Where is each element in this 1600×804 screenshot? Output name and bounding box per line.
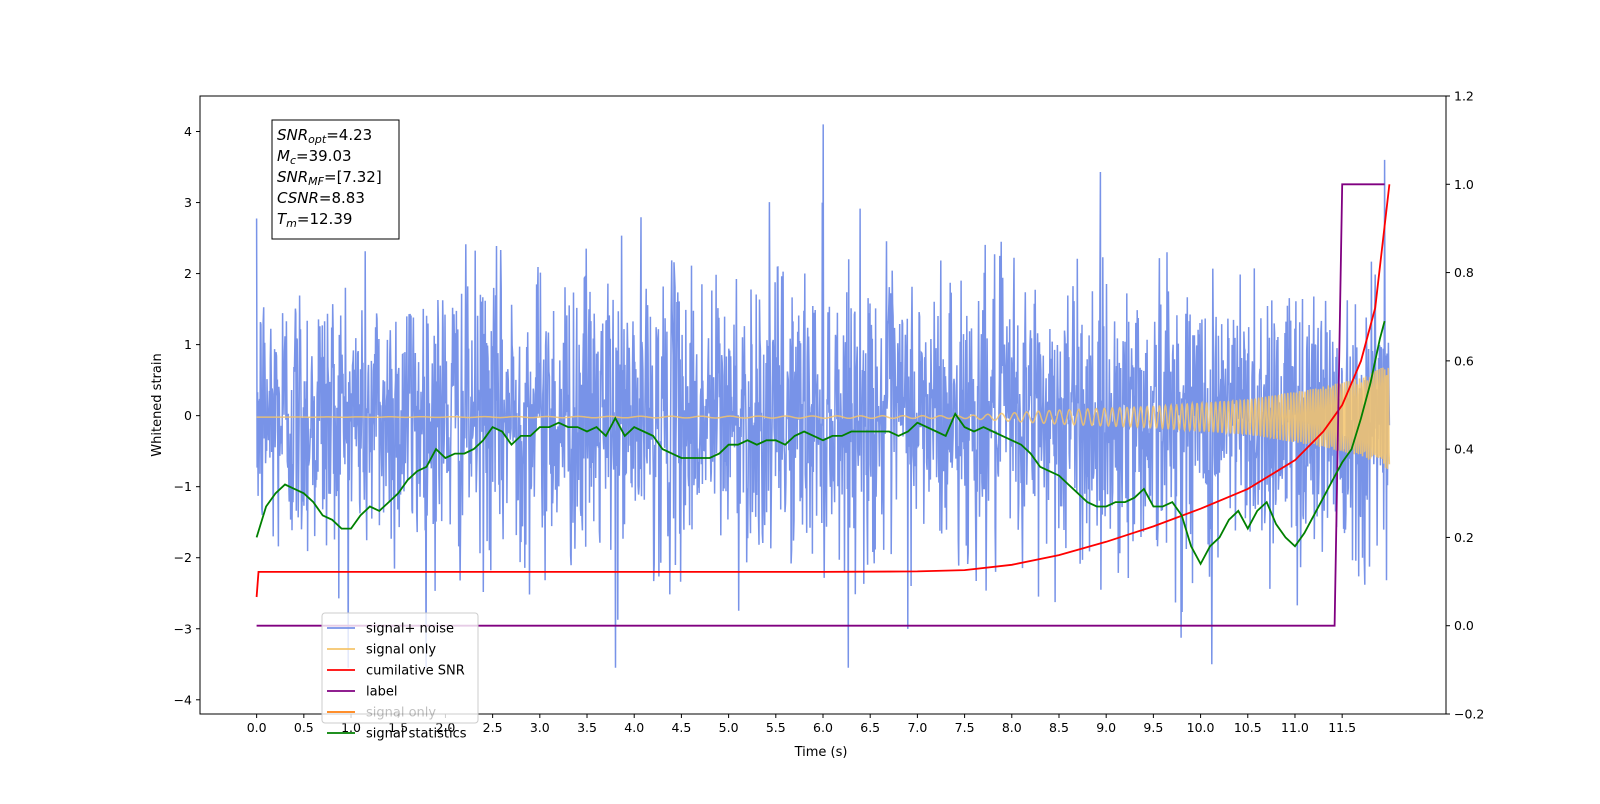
x-tick-label: 9.0 [1096,720,1116,735]
x-tick-label: 4.5 [671,720,691,735]
y2-tick-label: 1.2 [1454,89,1474,104]
legend-label: signal only [366,643,436,658]
legend-label: signal+ noise [366,622,454,637]
y-tick-label: 4 [184,124,192,139]
legend-label: signal statistics [366,727,467,742]
y2-tick-label: 0.6 [1454,353,1474,368]
y-tick-label: −1 [174,479,192,494]
series-signal-noise [255,124,1391,668]
x-tick-label: 6.0 [813,720,833,735]
x-tick-label: 1.0 [341,720,361,735]
info-line: Tm=12.39 [277,210,352,230]
y-axis-right: −0.2 0.0 0.2 0.4 0.6 0.8 1.0 1.2 [1446,89,1484,722]
y2-tick-label: −0.2 [1454,707,1484,722]
info-box: SNRopt=4.23Mc=39.03SNRMF=[7.32]CSNR=8.83… [271,119,400,240]
x-tick-label: 0.0 [247,720,267,735]
x-tick-label: 11.0 [1281,720,1309,735]
x-tick-label: 4.0 [624,720,644,735]
x-tick-label: 6.5 [860,720,880,735]
legend-label: cumilative SNR [366,664,465,679]
x-tick-label: 10.5 [1234,720,1262,735]
x-tick-label: 7.5 [955,720,975,735]
x-tick-label: 7.0 [907,720,927,735]
info-box-frame [271,119,400,240]
info-line: SNRMF=[7.32] [277,168,382,188]
x-axis: 0.0 0.5 1.0 1.5 2.0 2.5 3.0 3.5 4.0 4.5 5.0 5.5 6.0 6… [247,714,1356,735]
x-tick-label: 8.0 [1002,720,1022,735]
info-line: SNRopt=4.23 [277,126,372,146]
y-tick-label: −2 [174,550,192,565]
x-tick-label: 0.5 [294,720,314,735]
y2-tick-label: 0.8 [1454,265,1474,280]
info-line: CSNR=8.83 [277,189,365,207]
legend: signal+ noise signal only cumilative SNR la… [321,612,479,742]
legend-label: signal only [366,706,436,721]
x-axis-label: Time (s) [794,745,848,760]
series-signal-only [256,367,1391,470]
y-tick-label: −3 [174,621,192,636]
y-tick-label: −4 [174,692,192,707]
legend-label: label [366,685,397,700]
y-tick-label: 2 [184,266,192,281]
x-tick-label: 2.5 [483,720,503,735]
y2-tick-label: 1.0 [1454,177,1474,192]
series-label [256,183,1385,627]
y-axis-label: Whitened strain [150,353,165,456]
info-line: Mc=39.03 [277,147,352,167]
x-tick-label: 3.0 [530,720,550,735]
x-tick-label: 8.5 [1049,720,1069,735]
x-tick-label: 5.5 [766,720,786,735]
y2-tick-label: 0.2 [1454,530,1474,545]
x-tick-label: 9.5 [1143,720,1163,735]
x-tick-label: 3.5 [577,720,597,735]
x-tick-label: 5.0 [719,720,739,735]
series-cumilative-snr [255,184,1391,598]
x-tick-label: 10.0 [1187,720,1215,735]
x-tick-label: 2.0 [435,720,455,735]
x-tick-label: 1.5 [388,720,408,735]
plot-area [255,124,1391,668]
x-tick-label: 11.5 [1328,720,1356,735]
y2-tick-label: 0.4 [1454,442,1474,457]
y-axis-left: −4 −3 −2 −1 0 1 2 3 4 [174,124,200,707]
series-signal-statistics [255,320,1386,566]
y-tick-label: 1 [184,337,192,352]
y-tick-label: 0 [184,408,192,423]
y-tick-label: 3 [184,195,192,210]
legend-frame [321,612,479,724]
y2-tick-label: 0.0 [1454,618,1474,633]
